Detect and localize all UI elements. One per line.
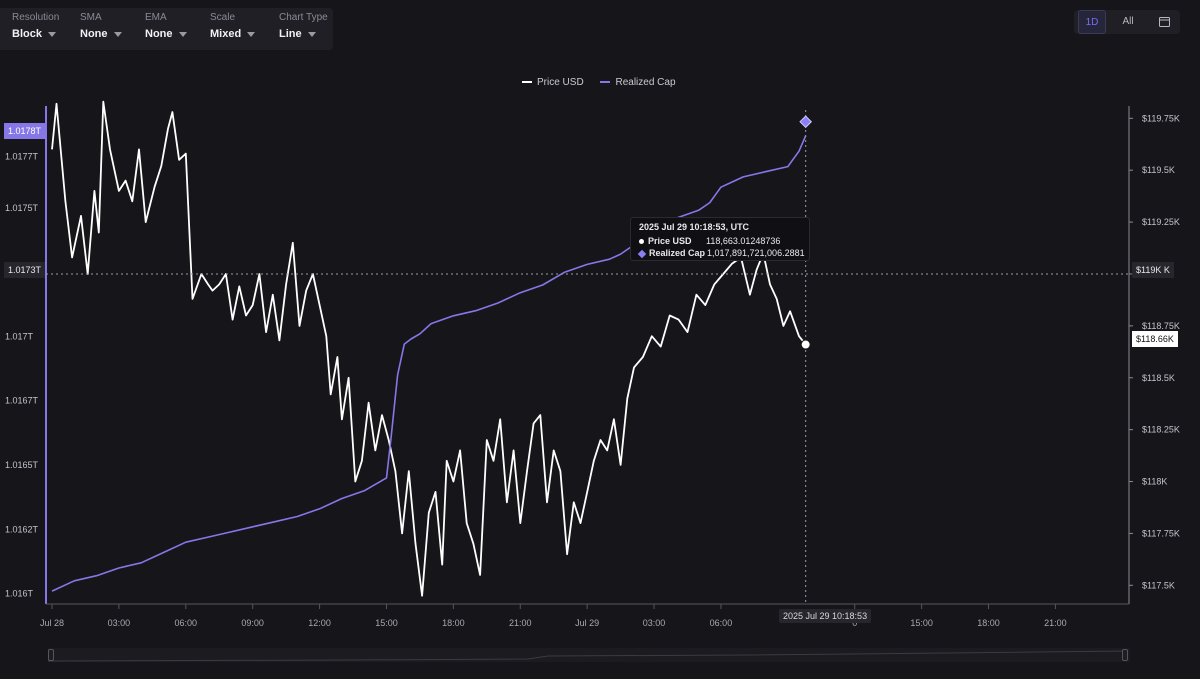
ema-label: EMA	[145, 12, 167, 23]
range-selector: 1D All	[1074, 10, 1180, 34]
resolution-value: Block	[12, 28, 42, 40]
sma-select[interactable]: SMA None	[80, 12, 122, 40]
right-tick-label: $119.25K	[1142, 217, 1180, 227]
x-tick-label: Jul 29	[575, 618, 599, 628]
range-1d-button[interactable]: 1D	[1078, 10, 1106, 34]
legend-label-realized-cap: Realized Cap	[615, 77, 676, 88]
x-tick-label: 03:00	[643, 618, 666, 628]
tooltip-row-cap: Realized Cap 1,017,891,721,006.2881	[637, 248, 805, 258]
x-tick-label: 12:00	[308, 618, 331, 628]
right-tick-label: $118.75K	[1142, 321, 1180, 331]
crosshair-time-label: 2025 Jul 29 10:18:53	[779, 609, 872, 623]
chevron-down-icon	[47, 31, 56, 37]
x-tick-label: 06:00	[710, 618, 733, 628]
sma-label: SMA	[80, 12, 102, 23]
legend-item-price[interactable]: Price USD	[522, 77, 584, 88]
price-marker	[800, 339, 811, 350]
right-tick-label: $117.5K	[1142, 580, 1175, 590]
range-all-button[interactable]: All	[1122, 16, 1134, 27]
time-navigator[interactable]	[48, 645, 1130, 665]
left-tick-label: 1.0177T	[5, 151, 39, 161]
chart-legend: Price USD Realized Cap	[522, 77, 690, 88]
left-tick-label: 1.017T	[5, 331, 34, 341]
left-tick-label: 1.0165T	[5, 460, 39, 470]
right-tick-label: $117.75K	[1142, 528, 1180, 538]
navigator-track	[48, 648, 1130, 662]
x-tick-label: 15:00	[375, 618, 398, 628]
x-tick-label: 21:00	[1044, 618, 1067, 628]
tooltip: 2025 Jul 29 10:18:53, UTC Price USD 118,6…	[630, 217, 810, 261]
tooltip-price-value: 118,663.01248736	[706, 236, 781, 246]
tooltip-time: 2025 Jul 29 10:18:53, UTC	[639, 222, 750, 232]
realized-cap-line[interactable]	[51, 135, 807, 592]
left-tick-label: 1.0162T	[5, 524, 39, 534]
x-tick-label: 09:00	[241, 618, 264, 628]
x-tick-label: 21:00	[509, 618, 532, 628]
calendar-button[interactable]	[1150, 10, 1178, 34]
right-tick-label: $118.5K	[1142, 373, 1175, 383]
chevron-down-icon	[307, 31, 316, 37]
x-tick-label: 0	[852, 618, 857, 628]
price-last-value-label: $118.66K	[1132, 331, 1178, 347]
resolution-select[interactable]: Resolution Block	[12, 12, 59, 40]
tooltip-cap-key: Realized Cap	[649, 248, 706, 258]
x-tick-label: 18:00	[442, 618, 465, 628]
tooltip-cap-value: 1,017,891,721,006.2881	[707, 248, 805, 258]
tooltip-price-key: Price USD	[648, 236, 692, 246]
x-tick-label: 18:00	[977, 618, 1000, 628]
chevron-down-icon	[113, 31, 122, 37]
legend-label-price: Price USD	[537, 77, 584, 88]
tooltip-row-price: Price USD 118,663.01248736	[639, 236, 780, 246]
chevron-down-icon	[178, 31, 187, 37]
left-tick-label: 1.016T	[5, 589, 34, 599]
right-tick-label: $119.5K	[1142, 165, 1175, 175]
calendar-icon	[1158, 16, 1170, 27]
right-tick-label: $118K	[1142, 477, 1167, 487]
crosshair-right-label: $119K K	[1132, 262, 1174, 278]
crosshair-left-label: 1.0173T	[4, 262, 46, 278]
sma-value: None	[80, 28, 108, 40]
x-tick-label: 03:00	[108, 618, 131, 628]
price-usd-line[interactable]	[51, 100, 807, 597]
scale-label: Scale	[210, 12, 236, 23]
x-tick-label: 06:00	[175, 618, 198, 628]
x-tick-label: Jul 28	[40, 618, 64, 628]
left-tick-label: 1.0175T	[5, 203, 39, 213]
chevron-down-icon	[247, 31, 256, 37]
chart-type-label: Chart Type	[279, 12, 328, 23]
left-tick-label: 1.0167T	[5, 396, 39, 406]
ema-value: None	[145, 28, 173, 40]
scale-select[interactable]: Scale Mixed	[210, 12, 256, 40]
right-tick-label: $119.75K	[1142, 113, 1180, 123]
chart-toolbar: Resolution Block SMA None EMA None Scale…	[0, 8, 333, 50]
navigator-right-handle[interactable]	[1122, 649, 1128, 661]
legend-item-realized-cap[interactable]: Realized Cap	[600, 77, 676, 88]
navigator-left-handle[interactable]	[48, 649, 54, 661]
realized-cap-last-value-label: 1.0178T	[4, 123, 46, 139]
scale-value: Mixed	[210, 28, 242, 40]
x-tick-label: 15:00	[910, 618, 933, 628]
ema-select[interactable]: EMA None	[145, 12, 187, 40]
dot-icon	[639, 239, 644, 245]
chart-type-value: Line	[279, 28, 302, 40]
right-tick-label: $118.25K	[1142, 425, 1180, 435]
realized-cap-marker	[799, 115, 813, 129]
chart-type-select[interactable]: Chart Type Line	[279, 12, 328, 40]
diamond-icon	[637, 249, 647, 258]
resolution-label: Resolution	[12, 12, 60, 23]
